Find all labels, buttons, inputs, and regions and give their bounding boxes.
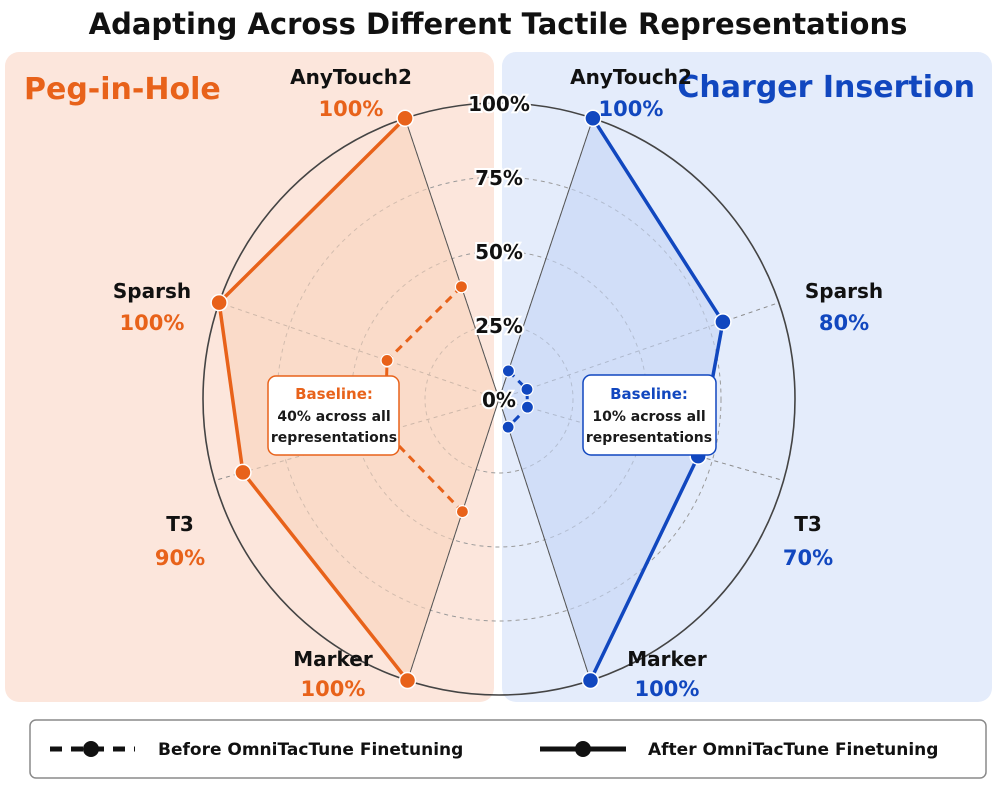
value-label-left-t3: 90%: [155, 546, 205, 570]
tick-label-0: 0%: [482, 388, 516, 412]
point-before-left-anytouch2: [454, 280, 469, 294]
value-label-left-anytouch2: 100%: [319, 97, 384, 121]
point-after-left-t3: [234, 463, 252, 482]
legend-before-label: Before OmniTacTune Finetuning: [158, 740, 463, 760]
grid-ring-100: [202, 102, 796, 696]
axis-label-left-marker: Marker: [293, 647, 373, 671]
left-baseline-box: Baseline: 40% across all representations: [267, 375, 400, 456]
legend-before-marker: [50, 741, 135, 757]
value-label-right-t3: 70%: [783, 546, 833, 570]
right-panel-title: Charger Insertion: [677, 70, 975, 105]
point-before-right-t3: [520, 400, 535, 414]
radar-labels: 0% 25% 50% 75% 100% AnyTouch2 100% Sparsh 100% T3…: [113, 65, 883, 701]
point-after-left-sparsh: [210, 293, 228, 312]
chart-title: Adapting Across Different Tactile Repres…: [89, 7, 908, 41]
point-before-right-marker: [501, 420, 515, 434]
point-after-right-marker: [581, 671, 600, 690]
axis-label-right-sparsh: Sparsh: [805, 279, 883, 303]
right-baseline-line-2: representations: [586, 430, 712, 446]
point-before-left-marker: [455, 505, 470, 519]
tick-label-50: 50%: [475, 240, 523, 264]
series-line-before-right: [507, 369, 529, 429]
series-line-after-left: [217, 117, 409, 682]
axis-label-right-marker: Marker: [627, 647, 707, 671]
tick-label-25: 25%: [475, 314, 523, 338]
point-after-right-anytouch2: [584, 109, 602, 128]
left-baseline-line-2: representations: [271, 430, 397, 446]
value-label-right-anytouch2: 100%: [599, 97, 664, 121]
right-baseline-line-1: 10% across all: [592, 409, 705, 425]
tick-label-100: 100%: [468, 92, 530, 116]
left-panel-title: Peg-in-Hole: [24, 72, 221, 107]
axis-label-right-anytouch2: AnyTouch2: [570, 65, 692, 89]
point-before-left-sparsh: [380, 353, 394, 368]
legend-after-label: After OmniTacTune Finetuning: [648, 740, 938, 760]
left-baseline-line-1: 40% across all: [277, 409, 390, 425]
axis-label-left-sparsh: Sparsh: [113, 279, 191, 303]
axis-label-right-t3: T3: [794, 512, 822, 536]
point-after-left-anytouch2: [396, 109, 414, 128]
point-after-left-marker: [398, 671, 417, 690]
legend-frame: [29, 719, 987, 779]
left-baseline-title: Baseline:: [295, 385, 373, 403]
value-label-left-marker: 100%: [301, 677, 366, 701]
axis-label-left-anytouch2: AnyTouch2: [290, 65, 412, 89]
right-baseline-box: Baseline: 10% across all representations: [582, 374, 717, 456]
value-label-left-sparsh: 100%: [120, 311, 185, 335]
legend-after-marker: [540, 741, 626, 757]
legend: Before OmniTacTune Finetuning After Omni…: [29, 719, 987, 779]
point-before-right-sparsh: [520, 382, 534, 396]
axis-label-left-t3: T3: [166, 512, 194, 536]
tick-label-75: 75%: [475, 166, 523, 190]
right-baseline-title: Baseline:: [610, 385, 688, 403]
value-label-right-sparsh: 80%: [819, 311, 869, 335]
point-after-right-sparsh: [714, 313, 732, 331]
value-label-right-marker: 100%: [635, 677, 700, 701]
point-before-right-anytouch2: [501, 364, 515, 378]
